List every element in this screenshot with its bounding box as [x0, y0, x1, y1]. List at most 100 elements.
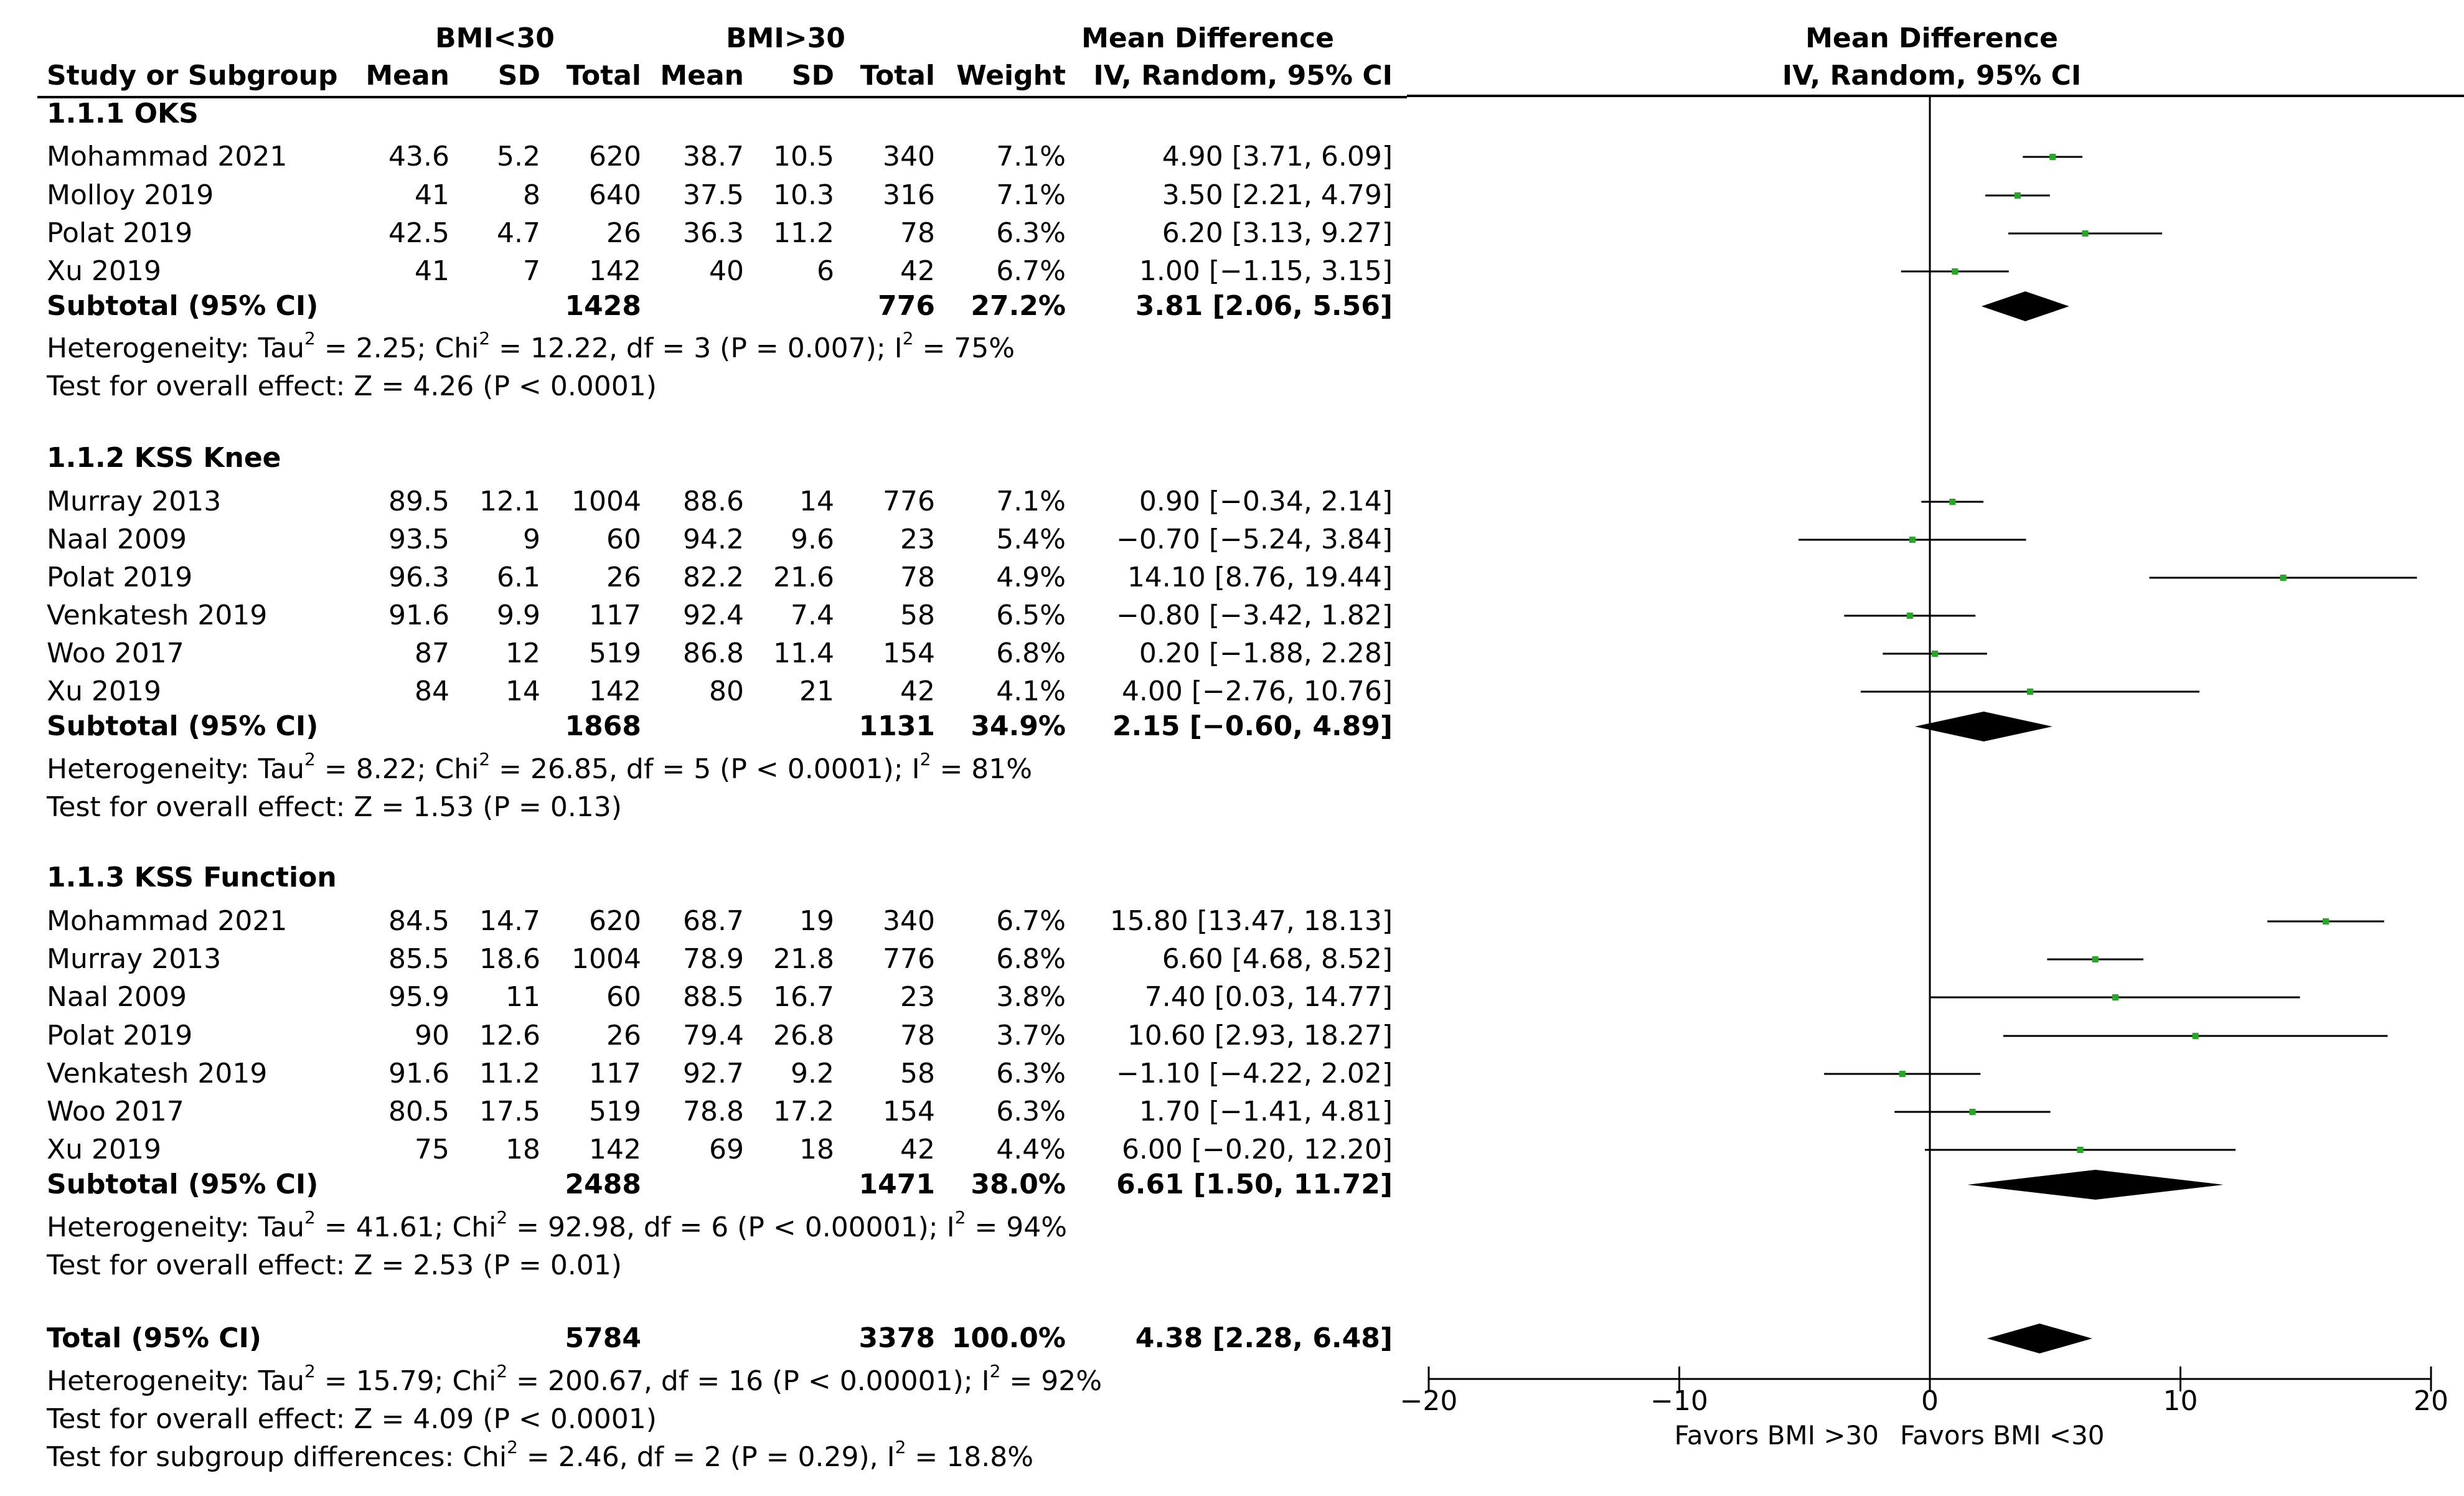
- total2-cell: 78: [900, 1020, 935, 1051]
- mean1-cell: 84.5: [388, 905, 449, 937]
- mean1-cell: 87: [415, 637, 449, 669]
- sd2-cell: 7.4: [791, 600, 834, 631]
- subgroup-title: 1.1.1 OKS: [47, 98, 199, 129]
- mean1-cell: 90: [415, 1020, 449, 1051]
- heterogeneity-part: Heterogeneity: Tau: [47, 1365, 305, 1397]
- mean-difference-cell: 7.40 [0.03, 14.77]: [1144, 981, 1393, 1013]
- study-name: Woo 2017: [47, 637, 184, 669]
- heterogeneity-part: = 200.67, df = 16 (P < 0.00001); I: [507, 1365, 990, 1397]
- study-name: Woo 2017: [47, 1096, 184, 1127]
- study-point: [1906, 613, 1913, 619]
- heterogeneity-part: = 15.79; Chi: [315, 1365, 497, 1397]
- sd2-cell: 21.6: [773, 562, 834, 593]
- total-label: Total (95% CI): [47, 1322, 262, 1354]
- heterogeneity-part: = 2.25; Chi: [315, 332, 479, 364]
- mean2-cell: 88.5: [683, 981, 744, 1013]
- mean-difference-cell: 6.00 [−0.20, 12.20]: [1121, 1134, 1393, 1165]
- total2-cell: 42: [900, 1134, 935, 1165]
- mean1-cell: 91.6: [388, 600, 449, 631]
- x-label-left: Favors BMI >30: [1674, 1420, 1879, 1451]
- total2-cell: 776: [883, 943, 935, 975]
- total1-cell: 142: [589, 675, 641, 707]
- mean2-cell: 78.9: [683, 943, 744, 975]
- heterogeneity-part: = 26.85, df = 5 (P < 0.0001); I: [490, 753, 920, 785]
- weight-cell: 4.9%: [996, 562, 1066, 593]
- weight-cell: 6.3%: [996, 1058, 1066, 1089]
- study-name: Molloy 2019: [47, 179, 214, 211]
- heterogeneity-part: = 92.98, df = 6 (P < 0.00001); I: [507, 1211, 955, 1243]
- study-name: Polat 2019: [47, 562, 193, 593]
- study-name: Naal 2009: [47, 981, 187, 1013]
- sd2-cell: 9.6: [791, 524, 834, 555]
- mean2-column-header: Mean: [660, 60, 744, 92]
- mean-difference-cell: 6.20 [3.13, 9.27]: [1162, 217, 1393, 249]
- total2-cell: 23: [900, 981, 935, 1013]
- study-name: Mohammad 2021: [47, 905, 288, 937]
- weight-cell: 3.8%: [996, 981, 1066, 1013]
- superscript-two: 2: [496, 1361, 508, 1381]
- mean1-cell: 80.5: [388, 1096, 449, 1127]
- mean2-cell: 86.8: [683, 637, 744, 669]
- mean-difference-cell: 10.60 [2.93, 18.27]: [1127, 1020, 1393, 1051]
- study-name: Venkatesh 2019: [47, 1058, 268, 1089]
- study-point: [1932, 651, 1939, 657]
- x-label-right: Favors BMI <30: [1900, 1420, 2105, 1451]
- total1-cell: 60: [606, 524, 641, 555]
- plot-title: Mean Difference: [1805, 22, 2058, 54]
- subtotal-total2: 1131: [858, 710, 935, 742]
- total1-column-header: Total: [566, 60, 641, 92]
- weight-cell: 7.1%: [996, 486, 1066, 517]
- mean1-cell: 84: [415, 675, 449, 707]
- superscript-two: 2: [989, 1361, 1001, 1381]
- x-tick-label: 20: [2414, 1385, 2448, 1417]
- total1-cell: 640: [589, 179, 641, 211]
- total2-column-header: Total: [860, 60, 935, 92]
- sd1-cell: 18.6: [479, 943, 540, 975]
- mean2-cell: 82.2: [683, 562, 744, 593]
- total-total2: 3378: [858, 1322, 935, 1354]
- heterogeneity-part: = 8.22; Chi: [315, 753, 479, 785]
- weight-cell: 6.5%: [996, 600, 1066, 631]
- mean1-cell: 42.5: [388, 217, 449, 249]
- sd2-cell: 26.8: [773, 1020, 834, 1051]
- total-heterogeneity-line: Heterogeneity: Tau2 = 15.79; Chi2 = 200.…: [47, 1361, 1102, 1399]
- sd1-cell: 12: [505, 637, 540, 669]
- weight-cell: 6.8%: [996, 943, 1066, 975]
- total1-cell: 26: [606, 562, 641, 593]
- study-point: [1909, 537, 1916, 543]
- sd2-cell: 16.7: [773, 981, 834, 1013]
- weight-column-header: Weight: [956, 60, 1066, 92]
- total1-cell: 60: [606, 981, 641, 1013]
- superscript-two: 2: [479, 749, 491, 769]
- sd2-cell: 6: [817, 255, 834, 287]
- sd1-cell: 11: [505, 981, 540, 1013]
- mean-difference-cell: 15.80 [13.47, 18.13]: [1109, 905, 1393, 937]
- total1-cell: 519: [589, 637, 641, 669]
- plot-subtitle: IV, Random, 95% CI: [1782, 60, 2082, 92]
- mean1-cell: 93.5: [388, 524, 449, 555]
- superscript-two: 2: [902, 328, 914, 349]
- sd2-cell: 11.2: [773, 217, 834, 249]
- weight-cell: 4.4%: [996, 1134, 1066, 1165]
- total-weight: 100.0%: [951, 1322, 1066, 1354]
- total1-cell: 26: [606, 217, 641, 249]
- study-point: [2082, 230, 2089, 237]
- sd2-cell: 10.3: [773, 179, 834, 211]
- heterogeneity-part: = 41.61; Chi: [315, 1211, 497, 1243]
- total2-cell: 42: [900, 675, 935, 707]
- sd1-cell: 11.2: [479, 1058, 540, 1089]
- superscript-two: 2: [304, 1207, 316, 1228]
- total1-cell: 1004: [571, 486, 641, 517]
- study-name: Venkatesh 2019: [47, 600, 268, 631]
- subtotal-mean-difference: 3.81 [2.06, 5.56]: [1135, 290, 1393, 322]
- sd1-cell: 9.9: [497, 600, 540, 631]
- study-name: Murray 2013: [47, 486, 222, 517]
- mean1-cell: 91.6: [388, 1058, 449, 1089]
- sd2-cell: 17.2: [773, 1096, 834, 1127]
- study-point: [1949, 499, 1956, 505]
- heterogeneity-part: Heterogeneity: Tau: [47, 1211, 305, 1243]
- study-point: [2112, 994, 2118, 1000]
- mean2-cell: 80: [709, 675, 744, 707]
- header-rule: [37, 96, 1407, 98]
- overall-effect-line: Test for overall effect: Z = 2.53 (P = 0…: [47, 1249, 622, 1281]
